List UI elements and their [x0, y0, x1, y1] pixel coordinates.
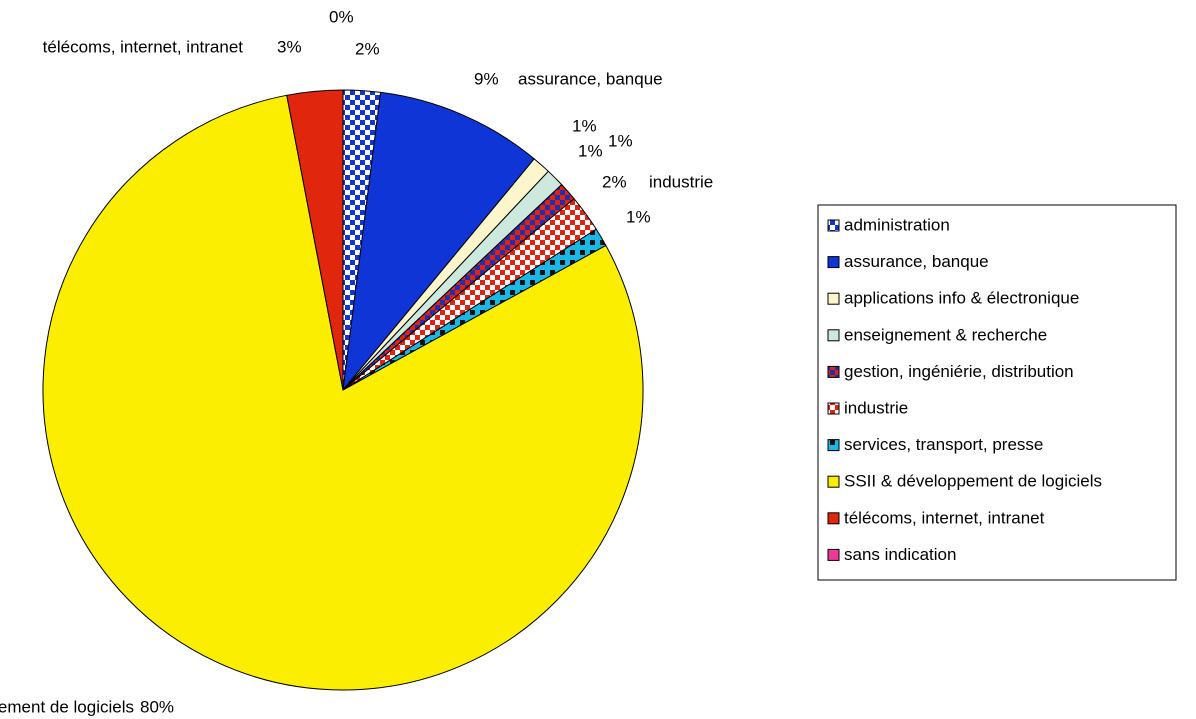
- legend-swatch: [827, 365, 840, 378]
- pie-slice: [42, 94, 644, 691]
- pie-slice: [342, 91, 535, 392]
- data-label: 1%: [578, 141, 603, 160]
- legend-label: industrie: [844, 398, 908, 417]
- slice-name: SSII & développement de logiciels: [0, 697, 134, 716]
- legend-swatch: [827, 329, 840, 342]
- legend-label: assurance, banque: [844, 252, 989, 271]
- data-label: 1%: [626, 207, 651, 226]
- legend-swatch: [827, 292, 840, 305]
- legend-label: gestion, ingéniérie, distribution: [844, 362, 1074, 381]
- legend-swatch: [827, 439, 840, 452]
- slice-name: industrie: [649, 172, 713, 191]
- data-label: 3%: [277, 37, 302, 56]
- slice-name: télécoms, internet, intranet: [43, 37, 244, 56]
- data-label: 9%: [474, 69, 499, 88]
- legend-swatch: [827, 475, 840, 488]
- legend-swatch: [827, 548, 840, 561]
- slice-name: assurance, banque: [518, 69, 663, 88]
- legend-label: SSII & développement de logiciels: [844, 472, 1102, 491]
- legend-swatch: [827, 219, 840, 232]
- data-label: 1%: [608, 131, 633, 150]
- data-label: 2%: [355, 39, 380, 58]
- data-label: 1%: [572, 116, 597, 135]
- legend-label: enseignement & recherche: [844, 325, 1047, 344]
- legend-label: applications info & électronique: [844, 289, 1079, 308]
- legend-swatch: [827, 256, 840, 269]
- data-label: 80%: [140, 697, 174, 716]
- data-label: 0%: [329, 7, 354, 26]
- legend-swatch: [827, 402, 840, 415]
- legend-box: [817, 204, 1177, 581]
- legend-label: administration: [844, 215, 950, 234]
- legend-label: sans indication: [844, 545, 956, 564]
- legend-swatch: [827, 512, 840, 525]
- legend-label: télécoms, internet, intranet: [844, 508, 1045, 527]
- legend-label: services, transport, presse: [844, 435, 1043, 454]
- data-label: 2%: [602, 172, 627, 191]
